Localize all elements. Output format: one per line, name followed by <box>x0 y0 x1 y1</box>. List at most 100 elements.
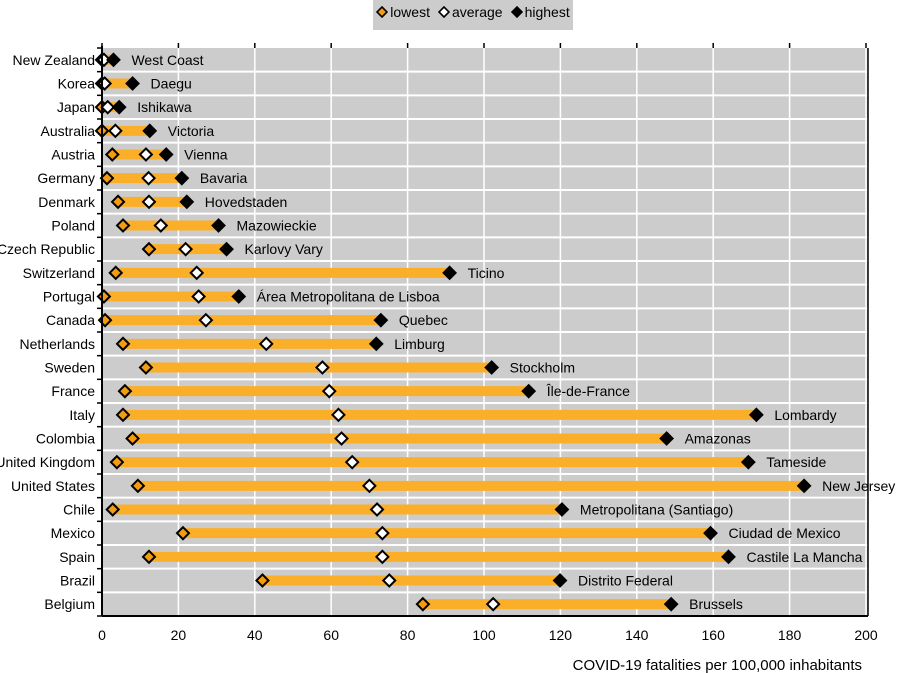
highest-marker <box>125 76 140 91</box>
highest-marker <box>174 170 190 186</box>
lowest-marker <box>125 431 140 446</box>
country-label: Australia <box>41 123 96 139</box>
highest-marker <box>158 147 174 162</box>
country-row: Brussels <box>415 596 743 612</box>
gridlines <box>102 48 868 616</box>
average-marker <box>374 525 390 541</box>
lowest-marker <box>109 454 125 470</box>
highest-marker <box>368 336 384 352</box>
highest-region-label: Stockholm <box>510 360 575 376</box>
highest-region-label: Karlovy Vary <box>245 241 323 257</box>
country-row: Metropolitana (Santiago) <box>105 502 733 518</box>
average-marker <box>258 336 274 352</box>
highest-region-label: Lombardy <box>774 407 836 423</box>
country-label: Austria <box>51 147 95 163</box>
highest-marker <box>211 218 226 233</box>
country-label: Brazil <box>60 573 95 589</box>
average-marker <box>141 194 157 210</box>
highest-region-label: Brussels <box>689 596 743 612</box>
country-label: Netherlands <box>20 336 96 352</box>
x-tick-label: 40 <box>247 627 263 643</box>
country-label: New Zealand <box>13 52 96 68</box>
highest-marker <box>659 431 675 446</box>
highest-region-label: Mazowieckie <box>237 218 317 234</box>
y-tick-labels: New Zealand Korea Japan Australia Austria Ger… <box>0 52 96 612</box>
highest-region-label: Amazonas <box>685 431 751 447</box>
average-marker <box>138 147 154 162</box>
highest-marker <box>521 383 537 399</box>
country-label: Portugal <box>43 289 95 305</box>
country-row: Vienna <box>104 147 228 163</box>
country-row: Île-de-France <box>117 383 630 399</box>
highest-marker <box>179 194 195 210</box>
highest-marker <box>373 312 389 328</box>
highest-region-label: Limburg <box>394 336 445 352</box>
highest-region-label: Área Metropolitana de Lisboa <box>257 289 440 305</box>
x-tick-label: 120 <box>549 627 573 643</box>
legend-label-average: average <box>451 4 503 20</box>
highest-region-label: Ishikawa <box>137 99 192 115</box>
country-label: Czech Republic <box>0 241 95 257</box>
average-marker <box>321 383 337 399</box>
lowest-marker <box>255 573 270 588</box>
country-row: Distrito Federal <box>255 573 673 589</box>
country-label: United States <box>11 478 95 494</box>
highest-region-label: Quebec <box>399 312 448 328</box>
highest-region-label: West Coast <box>131 52 203 68</box>
country-row: Lombardy <box>115 407 837 423</box>
average-marker <box>178 241 194 257</box>
country-label: Belgium <box>44 596 95 612</box>
country-row: Castile La Mancha <box>141 549 863 565</box>
average-marker <box>369 502 385 517</box>
x-tick-label: 180 <box>778 627 802 643</box>
legend-label-lowest: lowest <box>390 4 430 20</box>
highest-marker <box>748 407 764 423</box>
lowest-marker <box>141 241 157 257</box>
country-row: West Coast <box>94 52 204 68</box>
country-label: Denmark <box>38 194 96 210</box>
country-label: Poland <box>51 218 95 234</box>
country-row: Tameside <box>109 454 826 470</box>
highest-marker <box>111 99 127 115</box>
lowest-marker <box>115 336 131 352</box>
highest-marker <box>231 289 247 304</box>
country-label: Japan <box>57 99 95 115</box>
highest-marker <box>219 241 234 257</box>
average-marker <box>198 312 214 328</box>
country-row: Área Metropolitana de Lisboa <box>96 289 440 305</box>
country-label: Chile <box>63 502 95 518</box>
average-marker <box>96 52 112 68</box>
country-label: France <box>51 383 95 399</box>
x-tick-label: 160 <box>702 627 726 643</box>
highest-marker <box>106 52 121 68</box>
highest-region-label: Distrito Federal <box>578 573 673 589</box>
legend-background <box>373 0 573 30</box>
axes <box>97 43 869 617</box>
lowest-marker <box>108 265 124 281</box>
country-label: Sweden <box>44 360 95 376</box>
country-row: Amazonas <box>125 431 751 447</box>
average-marker <box>153 218 169 233</box>
highest-region-label: Tameside <box>766 454 826 470</box>
average-marker <box>331 407 346 423</box>
lowest-diamond-icon <box>376 6 389 18</box>
highest-region-label: Daegu <box>151 76 192 92</box>
country-row: Ciudad de Mexico <box>175 525 841 541</box>
highest-region-label: Vienna <box>184 147 228 163</box>
highest-region-label: Île-de-France <box>546 383 630 399</box>
average-marker <box>361 478 377 494</box>
lowest-marker <box>141 549 157 565</box>
rows: West Coast Daegu Ishikawa Victoria Vienna Bav… <box>94 52 895 612</box>
country-row: Bavaria <box>99 170 248 186</box>
highest-marker <box>142 123 158 139</box>
lowest-marker <box>138 360 154 375</box>
average-marker <box>334 431 349 446</box>
average-marker <box>485 596 501 612</box>
average-marker <box>374 549 390 565</box>
lowest-marker <box>96 289 112 304</box>
lowest-marker <box>175 525 191 541</box>
country-label: Italy <box>69 407 95 423</box>
country-label: Germany <box>37 170 95 186</box>
lowest-marker <box>415 596 431 612</box>
